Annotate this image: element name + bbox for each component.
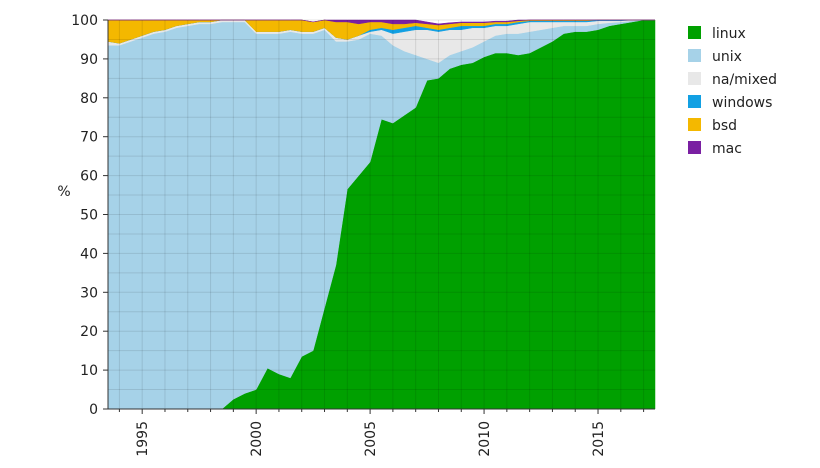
y-tick-label: 10: [80, 363, 98, 379]
y-tick-label: 70: [80, 130, 98, 146]
y-tick-label: 100: [71, 13, 98, 29]
legend-item-linux: linux: [688, 26, 746, 42]
y-tick-label: 80: [80, 91, 98, 107]
x-tick-label: 2015: [591, 421, 607, 457]
y-axis-label: %: [57, 184, 70, 200]
y-tick-label: 50: [80, 208, 98, 224]
legend-label: unix: [712, 49, 742, 65]
legend-label: mac: [712, 141, 742, 157]
legend: linux unix na/mixed windows bsd mac: [688, 26, 777, 157]
legend-swatch: [688, 141, 701, 154]
x-tick-label: 2010: [477, 421, 493, 457]
legend-swatch: [688, 26, 701, 39]
legend-label: windows: [712, 95, 772, 111]
y-tick-label: 60: [80, 169, 98, 185]
y-tick-label: 30: [80, 285, 98, 301]
legend-item-na-mixed: na/mixed: [688, 72, 777, 88]
tick-labels: 0 10 20 30 40 50 60 70 80 90 100 1995 2000 2005 2010 20…: [71, 13, 607, 457]
legend-swatch: [688, 118, 701, 131]
legend-label: bsd: [712, 118, 737, 134]
y-tick-label: 20: [80, 324, 98, 340]
axes: [103, 19, 655, 414]
legend-label: linux: [712, 26, 746, 42]
legend-swatch: [688, 95, 701, 108]
x-tick-label: 1995: [135, 421, 151, 457]
legend-swatch: [688, 72, 701, 85]
series-areas: [107, 19, 656, 410]
y-tick-label: 0: [89, 402, 98, 418]
y-tick-label: 40: [80, 246, 98, 262]
legend-item-mac: mac: [688, 141, 742, 157]
grid-lines: [108, 19, 655, 410]
legend-swatch: [688, 49, 701, 62]
y-tick-label: 90: [80, 52, 98, 68]
legend-item-windows: windows: [688, 95, 772, 111]
legend-item-unix: unix: [688, 49, 742, 65]
area-mac: [108, 19, 655, 26]
legend-label: na/mixed: [712, 72, 777, 88]
legend-item-bsd: bsd: [688, 118, 737, 134]
x-tick-label: 2005: [363, 421, 379, 457]
x-tick-label: 2000: [249, 421, 265, 457]
